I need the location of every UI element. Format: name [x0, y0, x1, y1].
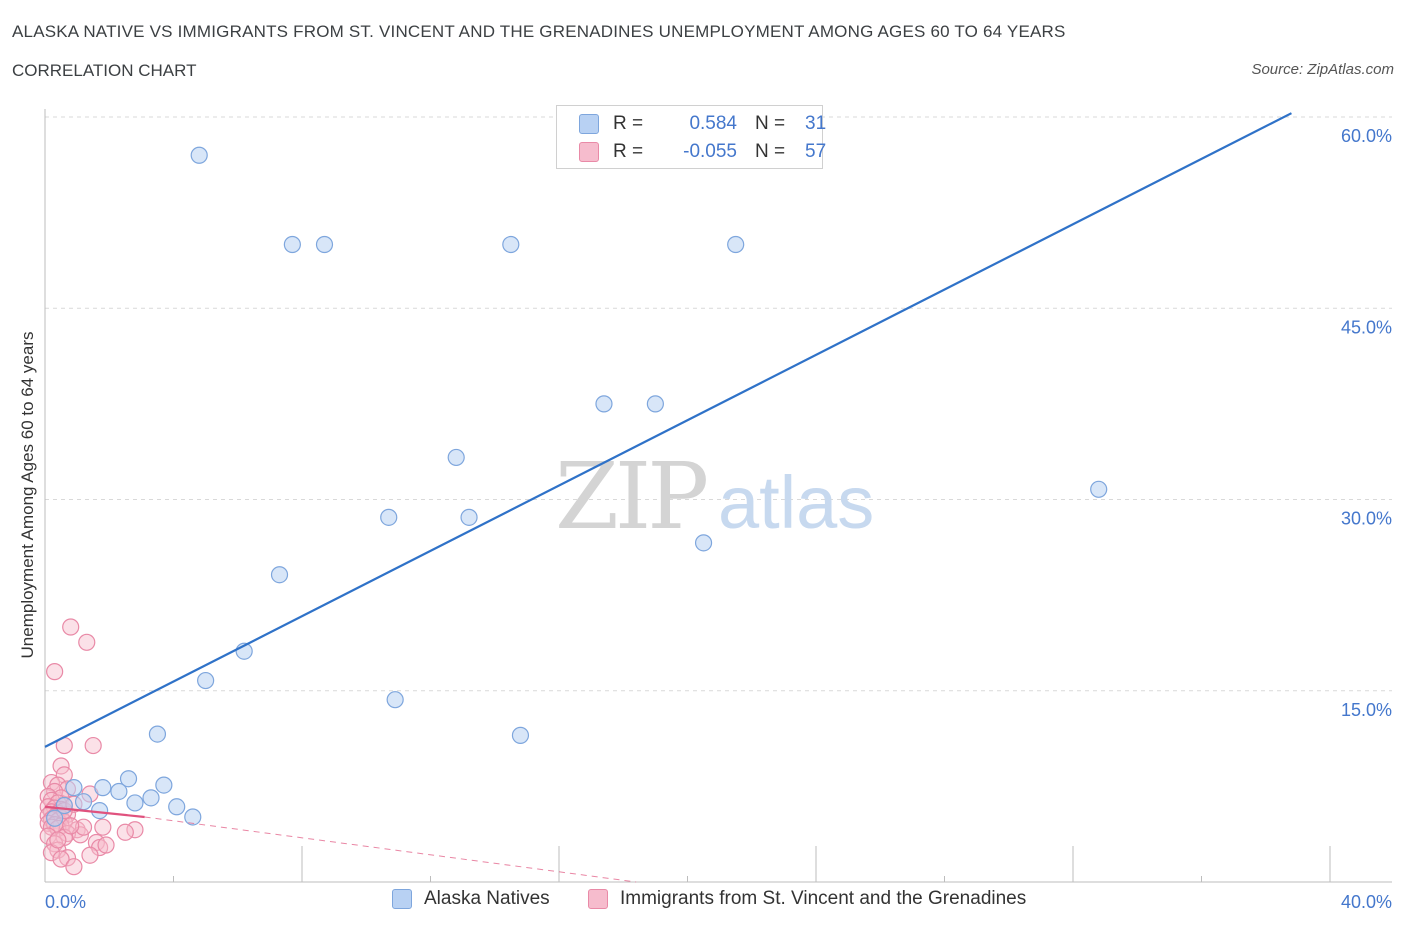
alaska-native-point — [315, 235, 334, 254]
alaska-native-point — [184, 808, 202, 826]
stats-row-immigrants: R = -0.055 N = 57 — [579, 138, 826, 166]
legend-blue-swatch-icon — [392, 889, 412, 909]
immigrant-point — [52, 757, 70, 775]
immigrant-point — [46, 663, 64, 681]
alaska-native-point — [694, 534, 713, 552]
immigrant-point — [126, 821, 144, 839]
r-label: R = — [613, 141, 644, 162]
alaska-native-point — [197, 671, 215, 690]
blue-swatch-icon — [579, 114, 599, 134]
watermark-atlas: atlas — [718, 461, 874, 544]
alaska-native-point — [91, 801, 109, 820]
y-tick-label: 15.0% — [1341, 700, 1392, 720]
immigrant-point — [62, 618, 80, 636]
n-label: N = — [755, 113, 786, 134]
axis-labels: 15.0% 30.0% 45.0% 60.0% 0.0% 40.0% — [45, 126, 1392, 912]
immigrant-point — [84, 736, 102, 755]
alaska-native-point — [511, 726, 530, 744]
alaska-native-point — [270, 566, 289, 584]
pink-swatch-icon — [579, 142, 599, 162]
chart-title: ALASKA NATIVE VS IMMIGRANTS FROM ST. VIN… — [12, 22, 1066, 41]
alaska-native-point — [447, 448, 465, 467]
legend-item-alaska-natives[interactable]: Alaska Natives — [392, 888, 550, 910]
correlation-stats-box: R = 0.584 N = 31 R = -0.055 N = 57 — [556, 105, 826, 169]
chart-legend: Alaska Natives Immigrants from St. Vince… — [0, 888, 1406, 916]
alaska-natives-trendline — [44, 112, 1292, 748]
alaska-native-point — [727, 235, 745, 254]
immigrant-point — [65, 858, 83, 876]
immigrant-point — [97, 836, 115, 854]
source-credit: Source: ZipAtlas.com — [1251, 61, 1394, 78]
legend-label: Alaska Natives — [424, 888, 550, 909]
alaska-native-point — [126, 794, 144, 812]
alaska-native-point — [283, 235, 301, 254]
immigrant-point — [74, 818, 93, 836]
x-tick-label: 0.0% — [45, 892, 86, 912]
legend-item-immigrants[interactable]: Immigrants from St. Vincent and the Gren… — [588, 888, 1026, 910]
stats-row-alaska-natives: R = 0.584 N = 31 — [579, 110, 826, 138]
alaska-native-point — [110, 782, 128, 801]
alaska-native-point — [155, 776, 173, 794]
r-value: 0.584 — [689, 113, 737, 134]
y-tick-label: 60.0% — [1341, 126, 1392, 146]
alaska-native-point — [94, 779, 112, 797]
immigrant-point — [49, 831, 67, 849]
alaska-native-point — [646, 395, 664, 413]
y-tick-label: 45.0% — [1341, 317, 1392, 337]
alaska-native-point — [168, 798, 186, 816]
immigrant-point — [94, 818, 112, 836]
alaska-native-point — [386, 691, 404, 709]
y-axis-label: Unemployment Among Ages 60 to 64 years — [18, 332, 37, 659]
watermark-zip: ZIP — [555, 443, 706, 550]
immigrant-point — [78, 633, 96, 651]
alaska-native-point — [190, 146, 208, 164]
immigrant-point — [52, 850, 70, 868]
immigrant-point — [55, 766, 73, 784]
r-value: -0.055 — [683, 141, 737, 162]
alaska-native-point — [142, 789, 160, 807]
alaska-native-point — [148, 725, 167, 743]
chart-subtitle: CORRELATION CHART — [12, 61, 197, 80]
n-label: N = — [755, 141, 786, 162]
alaska-native-point — [1090, 480, 1108, 498]
immigrant-point — [81, 846, 99, 864]
alaska-native-point — [460, 508, 478, 526]
alaska-native-point — [65, 779, 83, 797]
alaska-native-point — [119, 770, 138, 788]
legend-label: Immigrants from St. Vincent and the Gren… — [620, 888, 1027, 909]
n-value: 57 — [805, 141, 827, 162]
alaska-native-point — [380, 508, 398, 526]
immigrants-trendline-extended — [144, 816, 637, 883]
immigrant-point — [116, 823, 134, 841]
immigrants-trendline — [44, 805, 145, 819]
immigrant-point — [58, 849, 77, 867]
immigrant-point — [62, 817, 80, 835]
alaska-native-point — [74, 793, 93, 811]
alaska-native-point — [502, 235, 520, 254]
axes — [44, 109, 1392, 883]
alaska-native-point — [595, 395, 613, 413]
alaska-native-point — [46, 809, 64, 827]
legend-pink-swatch-icon — [588, 889, 608, 909]
n-value: 31 — [805, 113, 827, 134]
x-tick-label: 40.0% — [1341, 892, 1392, 912]
y-tick-label: 30.0% — [1341, 509, 1392, 529]
watermark: ZIP atlas — [555, 443, 874, 550]
trend-lines — [44, 112, 1292, 883]
r-label: R = — [613, 113, 644, 134]
data-points — [39, 146, 1108, 876]
